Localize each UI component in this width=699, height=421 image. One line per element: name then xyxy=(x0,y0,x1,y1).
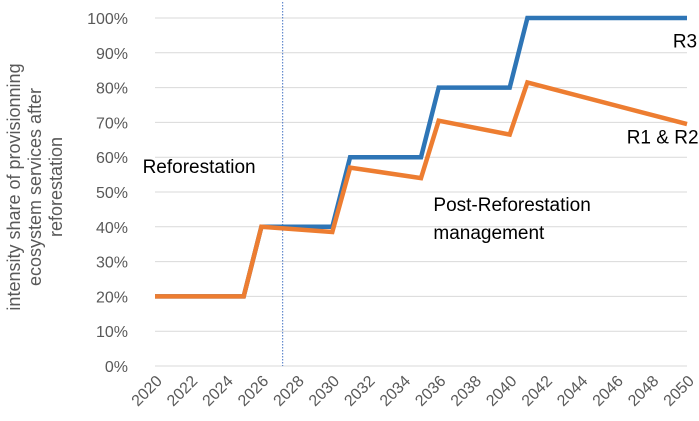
series-line-r1-r2 xyxy=(155,79,688,299)
x-tick-label: 2044 xyxy=(554,373,591,410)
x-tick-label: 2022 xyxy=(164,373,201,410)
x-tick-label: 2038 xyxy=(448,373,485,410)
x-tick-label: 2040 xyxy=(483,373,520,410)
x-tick-labels: 2020202220242026202820302032203420362038… xyxy=(129,373,698,410)
x-tick-label: 2036 xyxy=(412,373,449,410)
y-tick-label: 90% xyxy=(96,46,128,63)
y-tick-label: 0% xyxy=(105,359,128,376)
y-tick-label: 70% xyxy=(96,115,128,132)
series-lines xyxy=(155,15,688,299)
x-tick-label: 2048 xyxy=(625,373,662,410)
label-r1-r2: R1 & R2 xyxy=(627,127,699,148)
x-tick-label: 2030 xyxy=(306,373,343,410)
x-tick-label: 2050 xyxy=(661,373,698,410)
label-post-reforestation: Post-Reforestation xyxy=(433,195,590,216)
y-axis-title-line: reforestation xyxy=(46,137,66,237)
y-tick-label: 80% xyxy=(96,81,128,98)
label-r3: R3 xyxy=(673,32,697,53)
label-management: management xyxy=(433,223,545,244)
y-tick-labels: 0% 10% 20% 30% 40% 50% 60% 70% 80% 90% 100% xyxy=(87,11,128,376)
x-tick-label: 2034 xyxy=(377,373,414,410)
y-tick-label: 30% xyxy=(96,255,128,272)
x-tick-label: 2020 xyxy=(129,373,166,410)
y-axis-title-line: intensity share of provisionning xyxy=(4,63,24,310)
x-tick-label: 2028 xyxy=(271,373,308,410)
x-tick-label: 2042 xyxy=(519,373,556,410)
gridlines xyxy=(155,17,687,367)
x-tick-label: 2024 xyxy=(200,373,237,410)
annotations: R3 R1 & R2 Reforestation Post-Reforestation… xyxy=(143,32,699,244)
y-tick-label: 50% xyxy=(96,185,128,202)
y-tick-label: 20% xyxy=(96,289,128,306)
y-tick-label: 40% xyxy=(96,220,128,237)
y-tick-label: 60% xyxy=(96,150,128,167)
y-tick-label: 100% xyxy=(87,11,128,28)
x-tick-label: 2032 xyxy=(341,373,378,410)
x-tick-label: 2046 xyxy=(590,373,627,410)
y-axis-title: intensity share of provisionning ecosyste… xyxy=(4,63,66,310)
x-tick-label: 2026 xyxy=(235,373,272,410)
y-axis-title-line: ecosystem services after xyxy=(25,88,45,286)
label-reforestation: Reforestation xyxy=(143,157,256,178)
y-tick-label: 10% xyxy=(96,324,128,341)
